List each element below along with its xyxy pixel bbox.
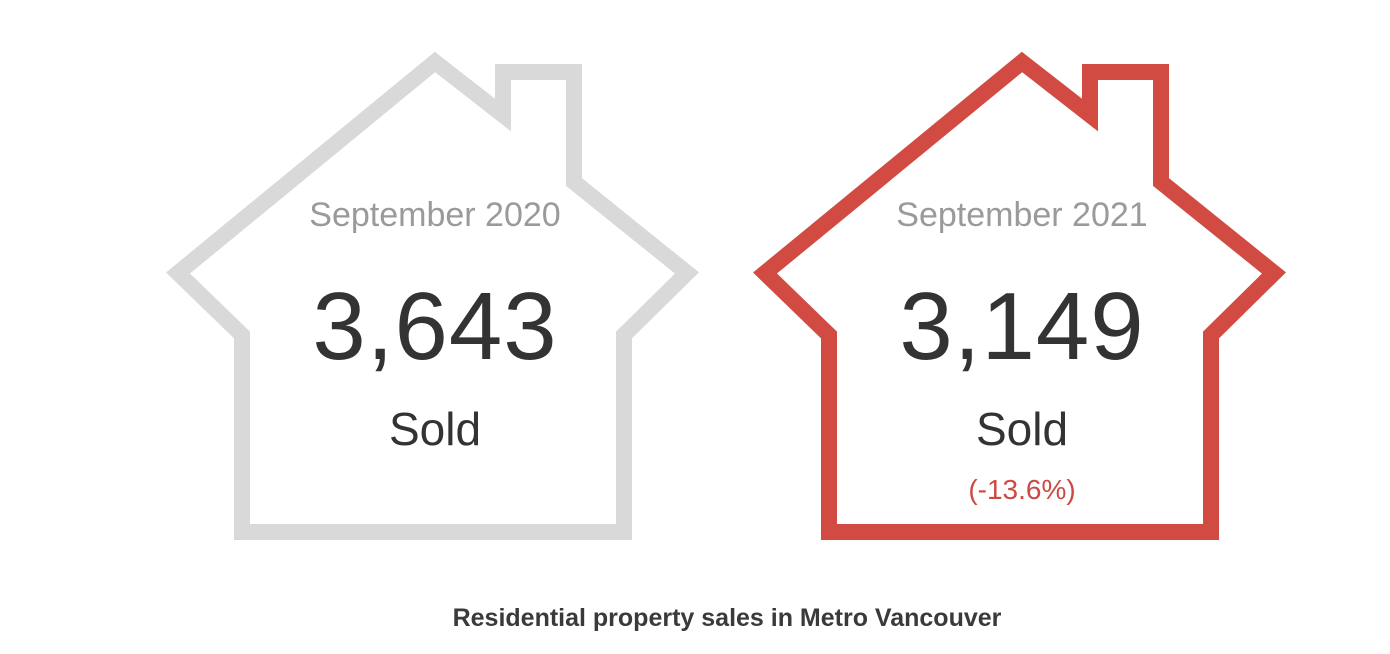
sold-label: Sold [975, 403, 1069, 455]
house-shape [165, 51, 700, 540]
house-card-2021: September 2021 3,149 Sold (-13.6%) [742, 0, 1302, 560]
sold-label: Sold [388, 403, 482, 455]
period-label: September 2020 [309, 196, 561, 234]
chart-title: Residential property sales in Metro Vanc… [452, 604, 1002, 632]
house-outline-icon [752, 51, 1287, 540]
sold-count: 3,149 [899, 273, 1145, 380]
house-shape [752, 51, 1287, 540]
period-label: September 2021 [896, 196, 1148, 234]
sold-count: 3,643 [312, 273, 558, 380]
house-card-2020: September 2020 3,643 Sold [155, 0, 715, 560]
percent-change: (-13.6%) [968, 474, 1076, 505]
house-outline-icon [165, 51, 700, 540]
